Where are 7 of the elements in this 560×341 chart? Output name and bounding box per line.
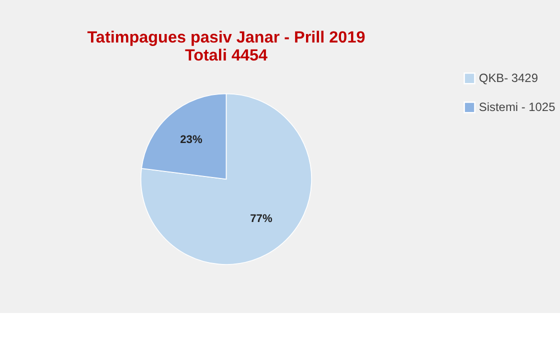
data-label: 23% bbox=[180, 134, 202, 146]
legend-label: Sistemi - 1025 bbox=[478, 100, 556, 114]
text: Tatimpagues pasiv Janar - Prill 2019 bbox=[87, 28, 366, 47]
pie-slice bbox=[140, 93, 312, 265]
text: Totali 4454 bbox=[184, 46, 268, 64]
legend-label: QKB- 3429 bbox=[478, 70, 538, 85]
data-label: 77% bbox=[250, 213, 272, 226]
